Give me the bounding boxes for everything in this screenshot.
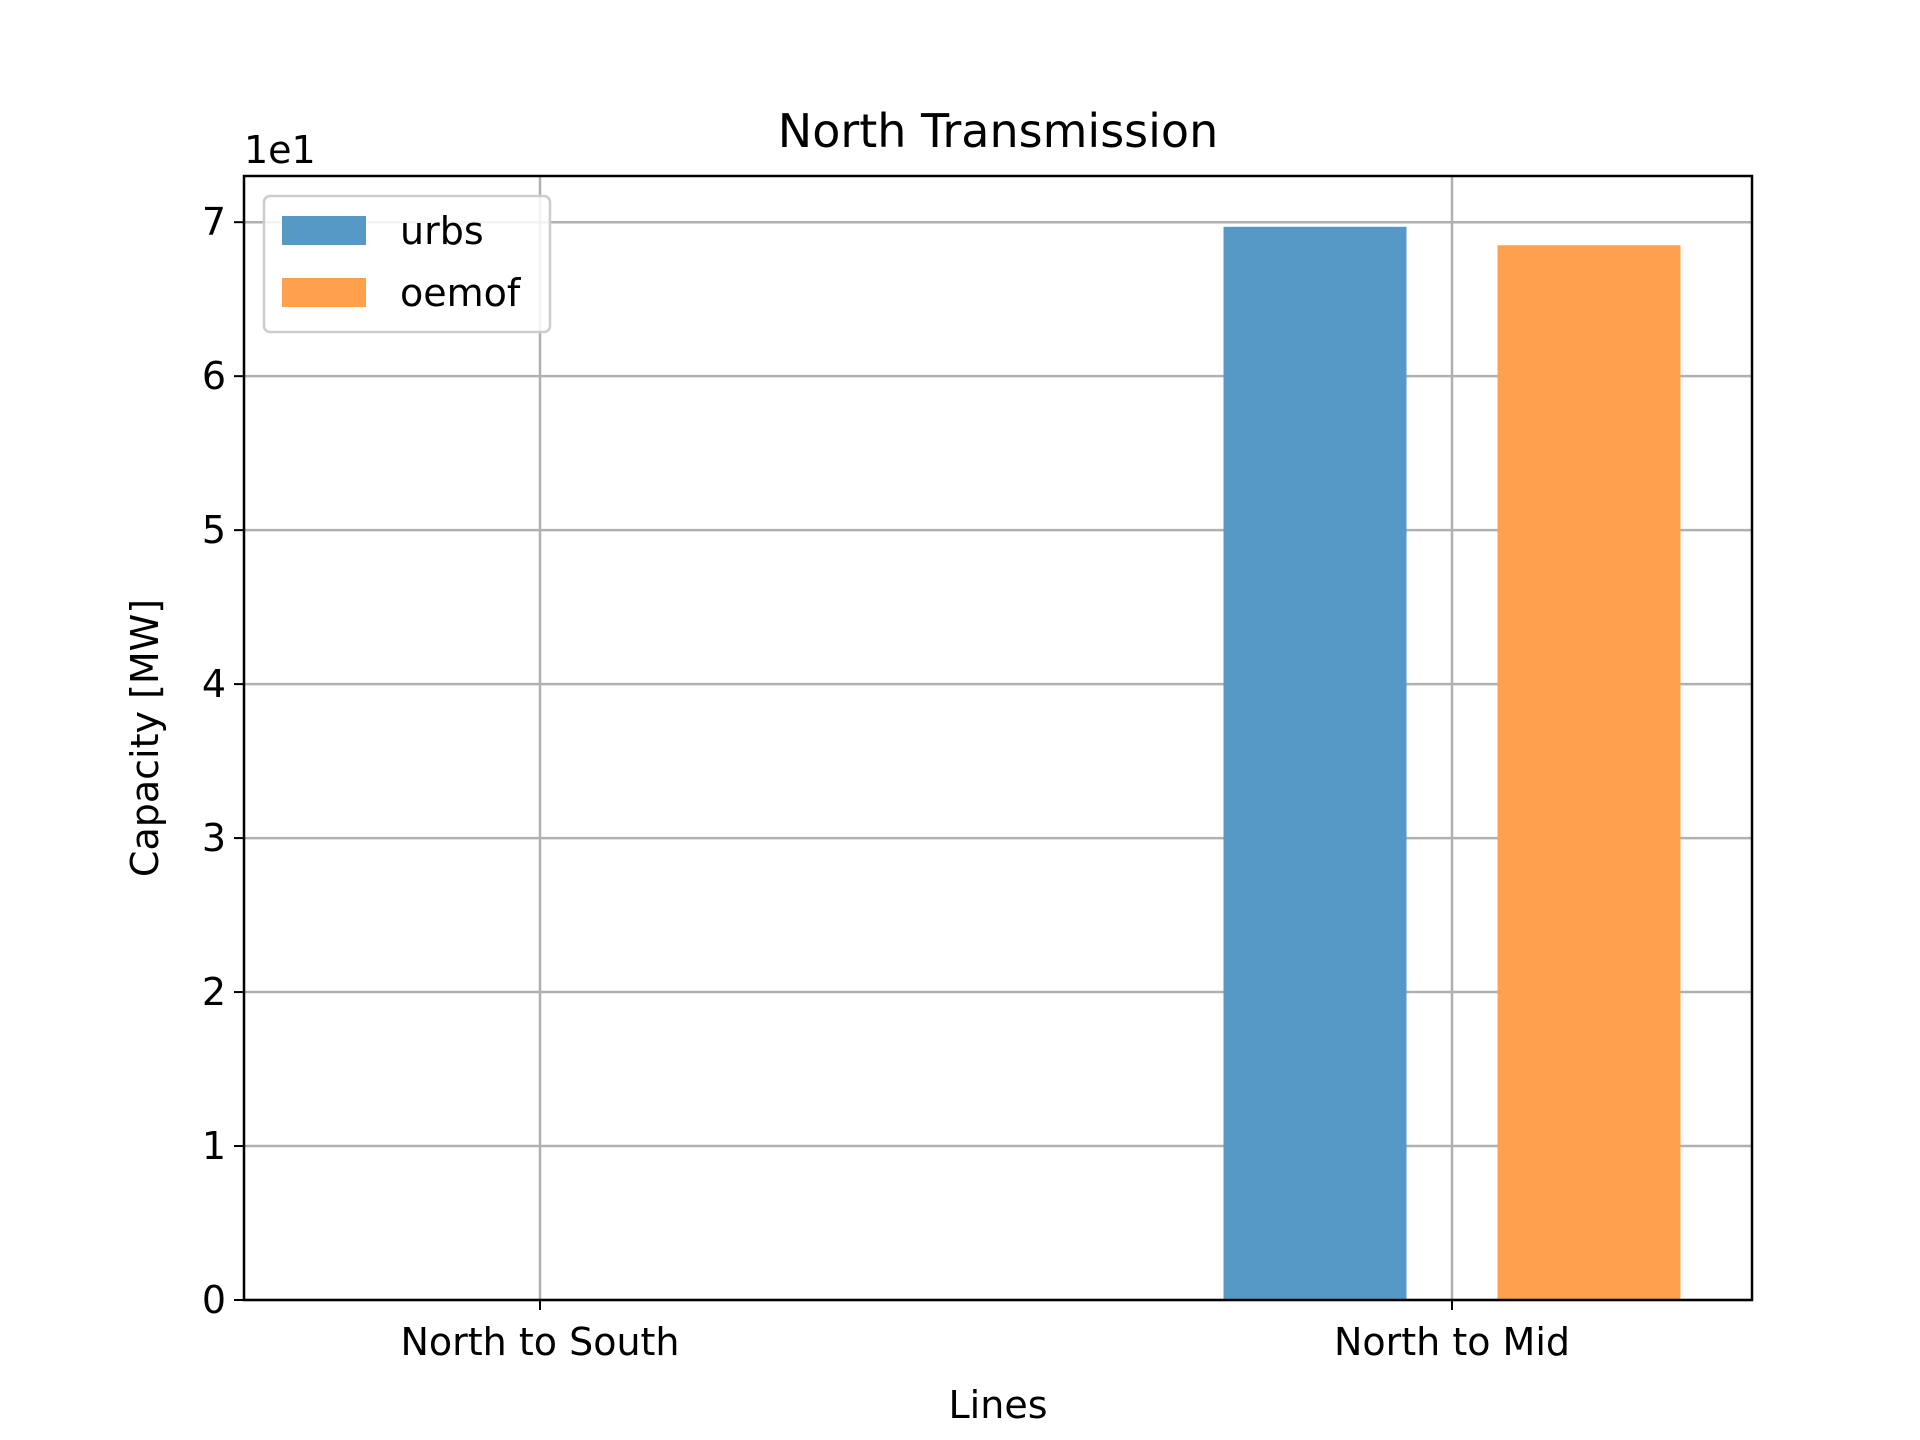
x-axis-label: Lines [949, 1383, 1048, 1427]
chart-title: North Transmission [778, 104, 1218, 158]
plot-frame [242, 174, 1754, 1302]
grid-lines [244, 176, 1752, 1302]
bar-oemof [1497, 245, 1681, 1300]
axis-ticks: 0 1 2 3 4 5 6 7 North to South North to Mid [202, 200, 1570, 1364]
x-tick-label: North to South [400, 1320, 679, 1364]
y-tick-label: 7 [202, 200, 226, 244]
y-tick-label: 0 [202, 1278, 226, 1322]
x-tick-label: North to Mid [1334, 1320, 1570, 1364]
legend: urbs oemof [262, 194, 552, 334]
y-offset-text: 1e1 [244, 128, 316, 172]
y-tick-label: 4 [202, 662, 226, 706]
y-tick-label: 5 [202, 508, 226, 552]
legend-swatch-oemof [282, 278, 366, 307]
y-axis-label: Capacity [MW] [123, 599, 167, 877]
bar-urbs [1223, 226, 1407, 1301]
y-tick-label: 1 [202, 1124, 226, 1168]
bars [1223, 226, 1681, 1301]
y-tick-label: 2 [202, 970, 226, 1014]
y-tick-label: 6 [202, 354, 226, 398]
y-tick-label: 3 [202, 816, 226, 860]
legend-label-urbs: urbs [400, 209, 484, 253]
legend-label-oemof: oemof [400, 271, 522, 315]
legend-swatch-urbs [282, 216, 366, 245]
